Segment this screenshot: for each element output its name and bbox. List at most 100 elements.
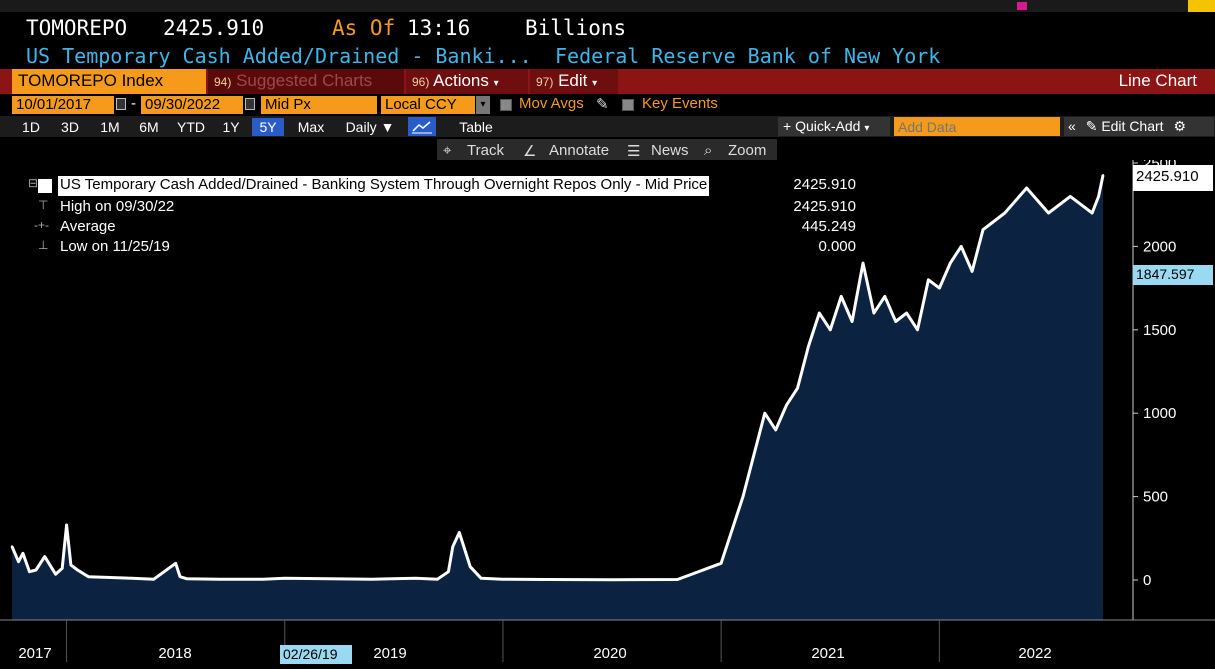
range-selector-row: 1D 3D 1M 6M YTD 1Y 5Y Max Daily ▼ Table + Quick… — [0, 116, 1215, 137]
data-point — [905, 311, 908, 315]
chevron-down-icon[interactable]: ▾ — [476, 96, 490, 114]
chart-type-label[interactable]: Line Chart — [1118, 71, 1197, 90]
data-point — [43, 555, 46, 558]
data-point — [501, 578, 505, 581]
data-point — [981, 228, 985, 231]
edit-menu[interactable]: 97) Edit ▾ — [530, 69, 618, 94]
collapse-icon[interactable]: « — [1068, 118, 1076, 134]
price-field-select[interactable]: Mid Px — [261, 96, 377, 114]
legend-toggle-icon[interactable]: ⊟ — [28, 176, 39, 190]
x-tick-label: 2022 — [1018, 645, 1051, 662]
data-point — [741, 495, 745, 498]
end-date-input[interactable]: 09/30/2022 — [141, 96, 243, 114]
currency-select[interactable]: Local CCY — [381, 96, 475, 114]
range-ytd[interactable]: YTD — [177, 119, 205, 135]
legend-high-value: 2425.910 — [793, 198, 856, 215]
chevron-down-icon: ▾ — [592, 78, 598, 89]
data-point — [1025, 186, 1028, 190]
calendar-icon[interactable] — [116, 98, 126, 110]
suggested-charts-button[interactable]: 94) Suggested Charts — [208, 69, 404, 94]
data-point — [1090, 211, 1094, 215]
start-date-input[interactable]: 10/01/2017 — [12, 96, 114, 114]
data-point — [414, 577, 417, 580]
range-1y[interactable]: 1Y — [222, 119, 240, 135]
data-point — [28, 570, 31, 573]
data-point — [883, 295, 886, 298]
edit-chart-button[interactable]: Edit Chart — [1101, 118, 1164, 134]
chart-svg[interactable]: 0500100015002000250020172018201920202021… — [0, 155, 1215, 669]
legend-average-row: -+- Average 445.249 — [24, 218, 864, 238]
actions-num: 96) — [412, 75, 430, 89]
series-line[interactable] — [10, 174, 1105, 582]
data-point — [17, 560, 20, 563]
status-indicator-yellow — [1188, 0, 1215, 12]
data-point — [479, 577, 483, 580]
legend-series-row: ⊟ US Temporary Cash Added/Drained - Bank… — [24, 176, 864, 196]
legend-low-row: ⊥ Low on 11/25/19 0.000 — [24, 238, 864, 258]
range-3d[interactable]: 3D — [61, 119, 79, 135]
legend-average-label: Average — [60, 218, 116, 235]
range-1m[interactable]: 1M — [100, 119, 120, 135]
data-point — [610, 578, 614, 581]
news-tool[interactable]: News — [651, 142, 689, 159]
range-5y[interactable]: 5Y — [252, 118, 284, 136]
date-range-row: 10/01/2017 - 09/30/2022 Mid Px Local CCY… — [0, 95, 1215, 115]
data-point — [949, 261, 952, 265]
calendar-icon[interactable] — [245, 98, 255, 110]
data-point — [61, 567, 64, 570]
x-tick-label: 2019 — [373, 645, 406, 662]
quote-header: TOMOREPO 2425.910 As Of 13:16 Billions — [0, 14, 1215, 42]
frequency-label: Daily — [345, 119, 377, 135]
data-point — [927, 278, 930, 281]
data-point — [69, 563, 73, 567]
y-tick-label: 1500 — [1143, 322, 1176, 339]
data-source: Federal Reserve Bank of New York — [555, 44, 941, 68]
data-point — [938, 286, 941, 290]
gear-icon[interactable]: ⚙ — [1173, 118, 1187, 134]
data-point — [185, 577, 188, 580]
pencil-icon[interactable]: ✎ — [596, 96, 609, 113]
data-point — [850, 320, 854, 323]
quick-add-button[interactable]: + Quick-Add ▾ — [778, 117, 890, 136]
annotate-tool[interactable]: Annotate — [549, 142, 610, 159]
security-description: US Temporary Cash Added/Drained - Banki.… — [26, 44, 532, 68]
data-point — [676, 578, 679, 581]
data-point — [1080, 203, 1083, 206]
table-button[interactable]: Table — [459, 119, 493, 135]
zoom-tool[interactable]: Zoom — [728, 142, 767, 159]
data-point — [796, 387, 799, 390]
range-max[interactable]: Max — [297, 119, 325, 135]
quick-add-label: + Quick-Add — [783, 118, 861, 134]
line-chart-icon[interactable] — [408, 117, 436, 136]
data-point — [469, 565, 472, 568]
legend-series-value: 2425.910 — [793, 176, 856, 193]
data-point — [283, 577, 286, 580]
key-events-checkbox[interactable] — [622, 99, 634, 111]
data-point — [370, 578, 374, 581]
data-point — [458, 531, 461, 534]
add-data-input[interactable] — [894, 117, 1060, 136]
chart-area[interactable]: 0500100015002000250020172018201920202021… — [0, 155, 1215, 669]
frequency-select[interactable]: Daily ▼ — [340, 118, 400, 136]
mov-avgs-checkbox[interactable] — [500, 99, 512, 111]
data-point — [178, 575, 182, 578]
track-tool[interactable]: Track — [467, 142, 504, 159]
legend-low-value: 0.000 — [818, 238, 856, 255]
data-point — [818, 311, 821, 315]
date-separator: - — [131, 95, 136, 112]
security-field[interactable]: TOMOREPO Index — [12, 69, 206, 94]
y-tick-label: 500 — [1143, 489, 1168, 506]
range-6m[interactable]: 6M — [139, 119, 159, 135]
pencil-icon: ✎ — [1085, 118, 1098, 134]
data-point — [447, 570, 450, 573]
range-1d[interactable]: 1D — [22, 119, 40, 135]
chevron-down-icon: ▾ — [864, 123, 870, 134]
actions-menu[interactable]: 96) Actions ▾ — [406, 69, 528, 94]
x-tick-label: 2020 — [593, 645, 626, 662]
data-point — [916, 328, 919, 331]
news-icon: ☰ — [627, 143, 641, 160]
key-events-label: Key Events — [642, 95, 718, 112]
mov-avgs-label: Mov Avgs — [519, 95, 584, 112]
status-indicator-pink — [1017, 2, 1027, 10]
edit-label: Edit — [558, 71, 588, 90]
